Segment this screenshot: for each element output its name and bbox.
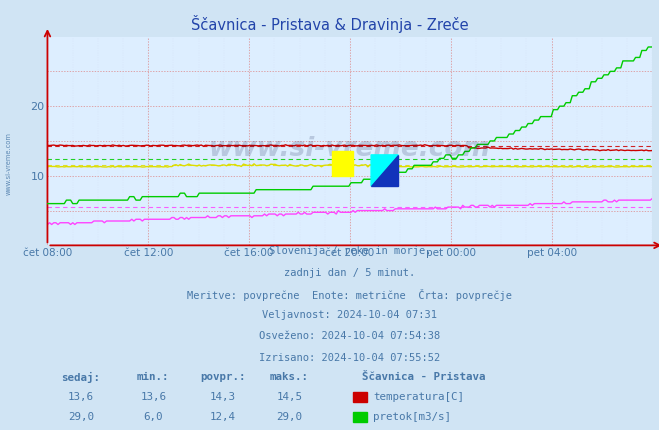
Text: Slovenija / reke in morje.: Slovenija / reke in morje.	[269, 246, 431, 256]
Text: 13,6: 13,6	[68, 392, 94, 402]
Text: 13,6: 13,6	[140, 392, 166, 402]
Text: www.si-vreme.com: www.si-vreme.com	[5, 132, 12, 195]
Text: temperatura[C]: temperatura[C]	[373, 392, 464, 402]
Text: www.si-vreme.com: www.si-vreme.com	[209, 136, 491, 162]
Text: Izrisano: 2024-10-04 07:55:52: Izrisano: 2024-10-04 07:55:52	[259, 353, 441, 362]
Text: povpr.:: povpr.:	[200, 372, 246, 381]
Text: Ščavnica - Pristava: Ščavnica - Pristava	[362, 372, 486, 381]
Text: 12,4: 12,4	[210, 412, 236, 422]
Text: Ščavnica - Pristava & Dravinja - Zreče: Ščavnica - Pristava & Dravinja - Zreče	[190, 15, 469, 33]
Text: maks.:: maks.:	[270, 372, 309, 381]
Text: min.:: min.:	[137, 372, 169, 381]
Text: 14,3: 14,3	[210, 392, 236, 402]
Text: Osveženo: 2024-10-04 07:54:38: Osveženo: 2024-10-04 07:54:38	[259, 332, 441, 341]
Bar	[331, 151, 353, 176]
Polygon shape	[371, 155, 398, 186]
Text: 29,0: 29,0	[276, 412, 302, 422]
Text: Meritve: povprečne  Enote: metrične  Črta: povprečje: Meritve: povprečne Enote: metrične Črta:…	[187, 289, 513, 301]
Text: pretok[m3/s]: pretok[m3/s]	[373, 412, 451, 422]
Bar	[353, 392, 368, 402]
Bar	[353, 412, 368, 422]
Polygon shape	[371, 155, 398, 186]
Text: Veljavnost: 2024-10-04 07:31: Veljavnost: 2024-10-04 07:31	[262, 310, 438, 320]
Text: 14,5: 14,5	[276, 392, 302, 402]
Text: 29,0: 29,0	[68, 412, 94, 422]
Text: zadnji dan / 5 minut.: zadnji dan / 5 minut.	[284, 267, 416, 277]
Text: sedaj:: sedaj:	[61, 372, 100, 383]
Text: 6,0: 6,0	[144, 412, 163, 422]
